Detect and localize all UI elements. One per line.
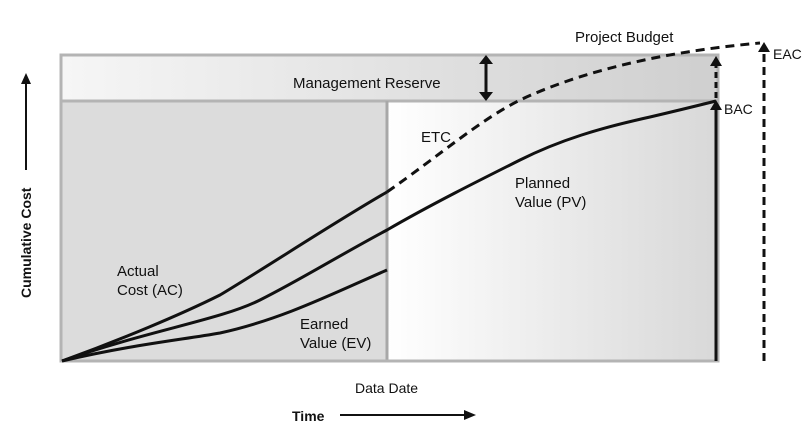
bac-arrow-head <box>710 100 722 110</box>
reserve-band <box>59 53 720 103</box>
reserve-arrow-top <box>479 55 493 64</box>
eac-arrow-head <box>758 42 770 52</box>
etc-forecast-curve <box>386 41 761 194</box>
earned-value-label-line2: Value (EV) <box>300 335 371 352</box>
management-reserve-label: Management Reserve <box>293 75 441 92</box>
x-axis-arrow-head <box>464 410 476 420</box>
bac-label: BAC <box>724 101 753 117</box>
earned-value-curve <box>61 268 388 363</box>
past-region <box>59 99 389 363</box>
planned-value-label-line2: Value (PV) <box>515 194 586 211</box>
actual-cost-label-line1: Actual <box>117 263 159 280</box>
y-axis-arrow-head <box>21 73 31 84</box>
planned-value-curve <box>61 99 717 363</box>
etc-label: ETC <box>421 129 451 146</box>
reserve-arrow-bottom <box>479 92 493 101</box>
x-axis-label: Time <box>292 408 325 424</box>
actual-cost-label-line2: Cost (AC) <box>117 282 183 299</box>
planned-value-label-line1: Planned <box>515 175 570 192</box>
budget-dashed-arrow-head <box>710 56 722 66</box>
y-axis-label: Cumulative Cost <box>18 187 34 298</box>
actual-cost-curve <box>61 190 388 363</box>
data-date-label: Data Date <box>355 380 418 396</box>
eac-label: EAC <box>773 46 802 62</box>
earned-value-label-line1: Earned <box>300 316 348 333</box>
project-budget-label: Project Budget <box>575 29 674 46</box>
